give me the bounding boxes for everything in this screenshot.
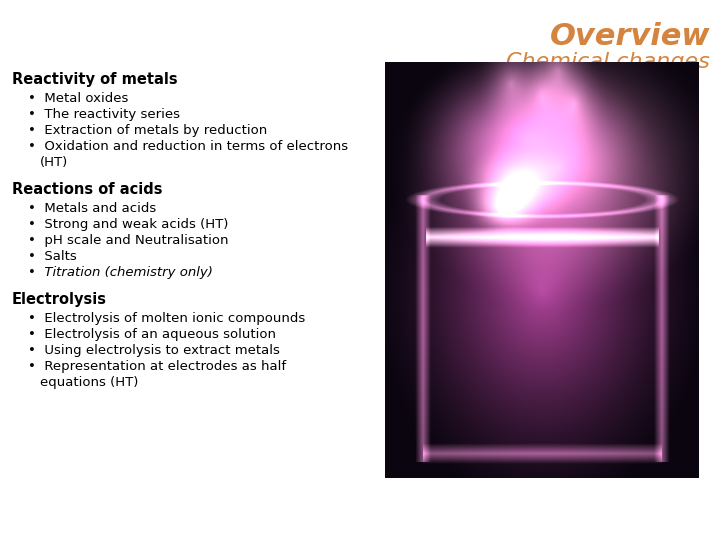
Text: Overview: Overview — [549, 22, 710, 51]
Text: •  The reactivity series: • The reactivity series — [28, 108, 180, 121]
Text: •  Salts: • Salts — [28, 250, 77, 263]
Text: Electrolysis: Electrolysis — [12, 292, 107, 307]
Text: •  Titration (chemistry only): • Titration (chemistry only) — [28, 266, 213, 279]
Text: •  Using electrolysis to extract metals: • Using electrolysis to extract metals — [28, 344, 280, 357]
Text: •  Oxidation and reduction in terms of electrons: • Oxidation and reduction in terms of el… — [28, 140, 348, 153]
Text: (HT): (HT) — [40, 156, 68, 169]
Text: •  pH scale and Neutralisation: • pH scale and Neutralisation — [28, 234, 228, 247]
Text: Reactions of acids: Reactions of acids — [12, 182, 163, 197]
Text: •  Extraction of metals by reduction: • Extraction of metals by reduction — [28, 124, 267, 137]
Text: •  Electrolysis of molten ionic compounds: • Electrolysis of molten ionic compounds — [28, 312, 305, 325]
Text: •  Metal oxides: • Metal oxides — [28, 92, 128, 105]
Text: •  Representation at electrodes as half: • Representation at electrodes as half — [28, 360, 286, 373]
Text: Chemical changes: Chemical changes — [506, 52, 710, 72]
Text: •  Metals and acids: • Metals and acids — [28, 202, 156, 215]
Text: equations (HT): equations (HT) — [40, 376, 138, 389]
Text: •  Electrolysis of an aqueous solution: • Electrolysis of an aqueous solution — [28, 328, 276, 341]
Text: •  Strong and weak acids (HT): • Strong and weak acids (HT) — [28, 218, 228, 231]
Text: Reactivity of metals: Reactivity of metals — [12, 72, 178, 87]
